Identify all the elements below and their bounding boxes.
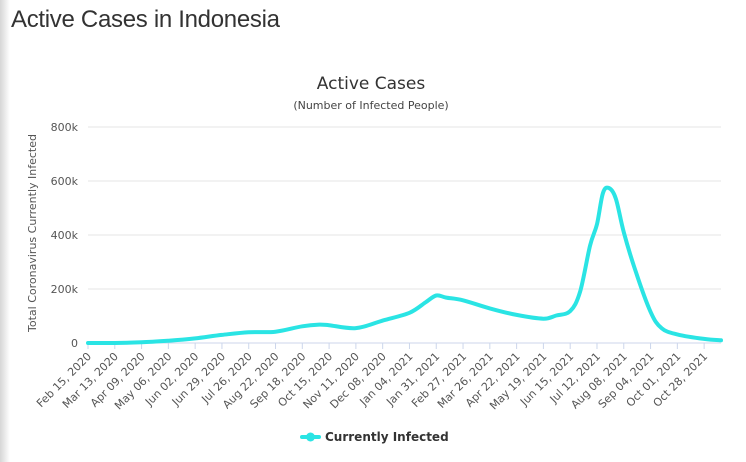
page-title: Active Cases in Indonesia [11, 6, 280, 33]
legend[interactable]: Currently Infected [300, 430, 449, 444]
legend-series-marker [306, 432, 315, 442]
y-tick-label: 200k [51, 283, 79, 296]
y-axis-ticks: 0 200k 400k 600k 800k [51, 121, 79, 350]
grid-lines [88, 126, 721, 344]
left-edge-shadow [0, 0, 10, 462]
chart-title: Active Cases [317, 74, 426, 94]
legend-series-label: Currently Infected [325, 430, 449, 444]
y-axis-title: Total Coronavirus Currently Infected [26, 134, 39, 333]
y-tick-label: 400k [51, 229, 79, 242]
y-tick-label: 800k [51, 121, 79, 134]
y-tick-label: 0 [71, 337, 78, 350]
y-tick-label: 600k [51, 175, 79, 188]
chart-subtitle: (Number of Infected People) [293, 99, 448, 112]
series-layer [86, 185, 723, 346]
series-line-currently-infected[interactable] [86, 185, 723, 346]
